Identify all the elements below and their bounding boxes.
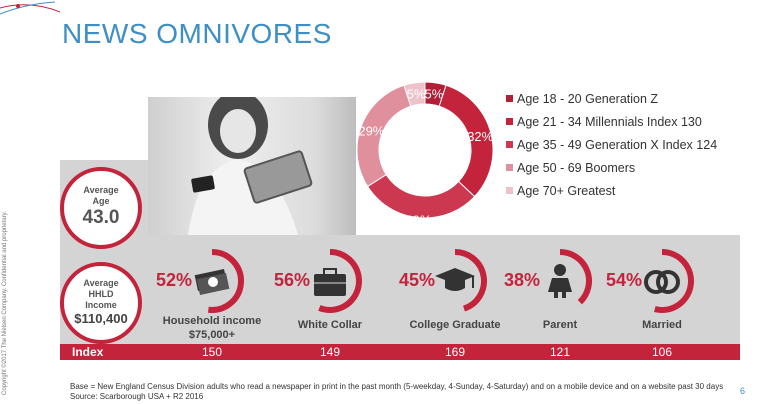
stat-percent-0: 52%	[156, 270, 193, 290]
rings-icon	[644, 270, 680, 294]
stat-arc-1	[314, 249, 362, 313]
index-bar: Index 150 149 169 121 106	[60, 344, 740, 360]
stat-arc-path	[318, 249, 362, 313]
decorative-swoosh	[0, 1, 60, 15]
child-icon	[548, 264, 572, 298]
stat-arc-4	[644, 249, 694, 313]
legend-swatch	[506, 164, 513, 171]
stat-category-1: White Collar	[270, 318, 390, 332]
legend-label: Age 70+ Greatest	[517, 184, 616, 198]
donut-label-2: 29%	[405, 213, 431, 228]
stat-category-line2: $75,000+	[188, 329, 236, 341]
legend-swatch	[506, 118, 513, 125]
donut-label-1: 32%	[467, 129, 493, 144]
demographics-band	[60, 235, 740, 345]
woman-with-tablet-photo	[148, 97, 356, 235]
legend-label: Age 18 - 20 Generation Z	[517, 92, 659, 106]
stat-arc-0	[194, 249, 244, 313]
briefcase-icon	[314, 268, 346, 296]
donut-label-4: 5%	[407, 87, 426, 102]
index-label: Index	[72, 345, 104, 359]
stat-arc-path	[654, 249, 694, 313]
age-donut-chart: 5% 32% 29% 29% 5%	[356, 81, 494, 228]
index-value-3: 121	[549, 345, 571, 359]
stat-arc-path	[454, 249, 487, 312]
money-icon	[194, 269, 230, 295]
average-age-label: Average Age	[83, 185, 119, 206]
donut-slice-2	[366, 173, 476, 219]
legend-swatch	[506, 141, 513, 148]
stat-category-4: Married	[602, 318, 722, 332]
legend-swatch	[506, 95, 513, 102]
index-value-4: 106	[651, 345, 673, 359]
stat-category-3: Parent	[500, 318, 620, 332]
stat-category-line1: Household income	[162, 315, 262, 327]
stat-category-2: College Graduate	[395, 318, 515, 332]
stat-percent-4: 54%	[606, 270, 643, 290]
stat-category-line1: Parent	[542, 319, 578, 331]
index-value-0: 150	[201, 345, 223, 359]
donut-slice-4	[403, 81, 426, 107]
average-income-circle: Average HHLD Income $110,400	[60, 262, 142, 344]
footnote-base: Base = New England Census Division adult…	[70, 382, 724, 391]
legend-label: Age 35 - 49 Generation X Index 124	[517, 138, 718, 152]
legend-label: Age 50 - 69 Boomers	[517, 161, 636, 175]
donut-label-3: 29%	[358, 124, 384, 139]
index-value-2: 169	[444, 345, 466, 359]
stat-arc-2	[435, 249, 487, 312]
stat-category-line1: Married	[642, 319, 682, 331]
stat-percent-1: 56%	[274, 270, 311, 290]
stat-category-line1: College Graduate	[409, 319, 501, 331]
average-income-label: Average HHLD Income	[83, 278, 119, 310]
page-number: 6	[740, 386, 746, 396]
stat-percent-2: 45%	[399, 270, 436, 290]
footnote: Base = New England Census Division adult…	[70, 382, 723, 402]
average-age-value: 43.0	[82, 207, 120, 228]
graduation-cap-icon	[435, 268, 475, 291]
page-title: NEWS OMNIVORES	[62, 18, 332, 49]
legend-swatch	[506, 187, 513, 194]
stat-percent-3: 38%	[504, 270, 541, 290]
legend-label: Age 21 - 34 Millennials Index 130	[517, 115, 702, 129]
average-income-value: $110,400	[74, 311, 128, 326]
stat-arc-path	[559, 249, 592, 305]
stat-arc-path	[207, 249, 244, 313]
stat-category-line1: White Collar	[297, 319, 363, 331]
index-value-1: 149	[319, 345, 341, 359]
stat-category-0: Household income $75,000+	[152, 314, 272, 342]
stat-arc-3	[548, 249, 592, 305]
copyright-text: Copyright ©2017 The Nielsen Company. Con…	[2, 211, 8, 395]
average-age-circle: Average Age 43.0	[60, 167, 142, 249]
donut-label-0: 5%	[425, 87, 444, 102]
footnote-source: Source: Scarborough USA + R2 2016	[70, 392, 204, 401]
